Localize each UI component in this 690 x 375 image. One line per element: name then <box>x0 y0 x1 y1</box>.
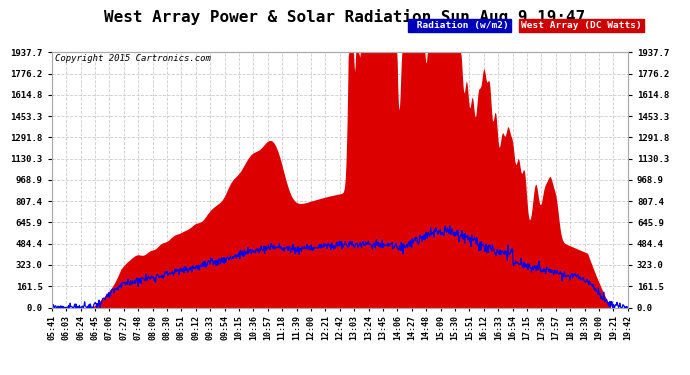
Text: West Array (DC Watts): West Array (DC Watts) <box>521 21 642 30</box>
Text: Radiation (w/m2): Radiation (w/m2) <box>411 21 509 30</box>
Text: Copyright 2015 Cartronics.com: Copyright 2015 Cartronics.com <box>55 54 211 63</box>
Text: West Array Power & Solar Radiation Sun Aug 9 19:47: West Array Power & Solar Radiation Sun A… <box>104 9 586 26</box>
